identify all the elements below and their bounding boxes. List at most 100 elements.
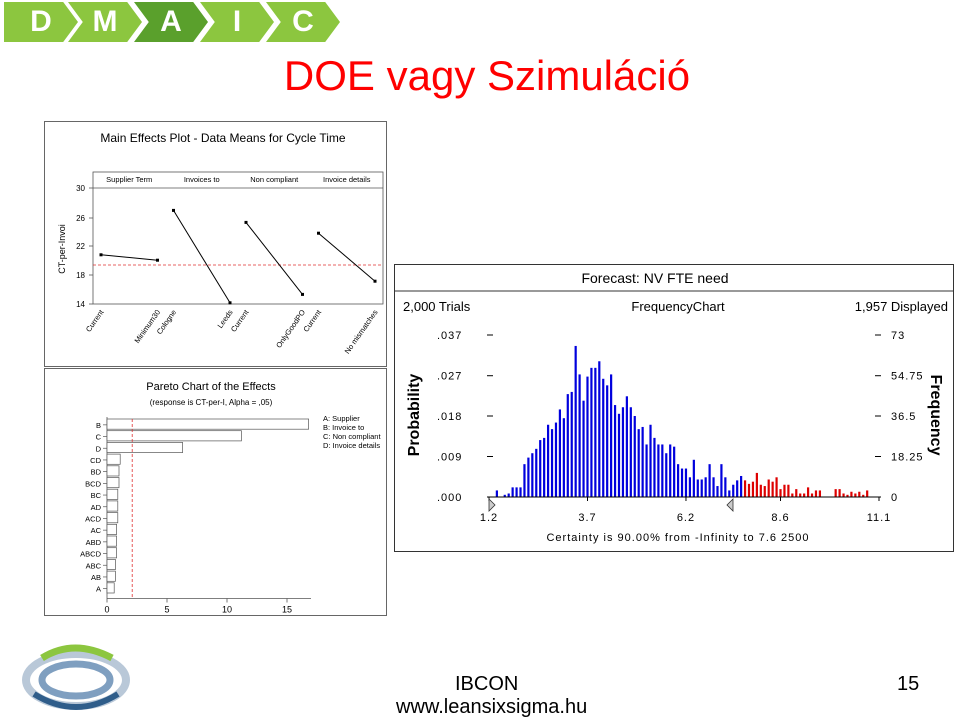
main-effects-panel: Main Effects Plot - Data Means for Cycle… <box>44 121 387 367</box>
dmaic-step-a: A <box>134 2 208 42</box>
pareto-bar <box>106 582 115 594</box>
pareto-bar <box>106 500 119 512</box>
freq-tick-label: 54.75 <box>891 371 924 383</box>
histogram-bar <box>854 493 857 497</box>
histogram-bar <box>862 494 865 497</box>
pareto-category-label: B <box>96 421 101 430</box>
pareto-bar <box>106 477 120 489</box>
histogram-bar <box>535 448 538 497</box>
forecast-xtick-label: 3.7 <box>578 512 596 524</box>
pareto-bar <box>106 535 117 547</box>
histogram-bar <box>696 479 699 497</box>
histogram-bar <box>649 424 652 497</box>
dmaic-step-c: C <box>266 2 340 42</box>
me-point <box>317 231 320 235</box>
dmaic-steps: D M A I C <box>0 0 345 44</box>
histogram-bar <box>527 457 530 497</box>
page-number: 15 <box>897 673 920 695</box>
histogram-bar <box>771 481 774 497</box>
pareto-category-label: CD <box>90 456 101 465</box>
histogram-bar <box>554 422 558 497</box>
pareto-category-label: BC <box>91 491 102 500</box>
histogram-bar <box>566 394 569 497</box>
pareto-xtick-label: 15 <box>282 605 292 615</box>
me-level-label: Current <box>301 307 323 333</box>
freq-tick-label: 0 <box>891 492 898 504</box>
histogram-bar <box>814 490 818 497</box>
histogram-bar <box>759 484 762 497</box>
histogram-bar <box>866 490 869 497</box>
me-series-line <box>245 222 303 295</box>
pareto-category-label: ABD <box>86 538 102 547</box>
histogram-bar <box>539 440 542 497</box>
histogram-bar <box>546 424 550 497</box>
me-point <box>99 253 103 257</box>
histogram-bar <box>511 487 514 497</box>
histogram-bar <box>787 484 790 497</box>
pareto-category-label: AB <box>91 573 101 582</box>
pareto-legend-item: B: Invoice to <box>323 423 364 432</box>
histogram-bar <box>842 493 845 497</box>
histogram-bar <box>795 489 798 497</box>
dmaic-step-d: D <box>4 2 78 42</box>
histogram-bar <box>629 407 632 497</box>
certainty-text: Certainty is 90.00% from -Infinity to 7.… <box>546 532 809 544</box>
main-effects-plot-frame <box>92 171 384 305</box>
pareto-bar <box>106 570 116 582</box>
histogram-bar <box>728 490 731 497</box>
forecast-title: Forecast: NV FTE need <box>581 270 728 286</box>
pareto-category-label: ABC <box>86 561 102 570</box>
me-point <box>244 220 248 224</box>
forecast-trials: 2,000 Trials <box>403 299 471 314</box>
me-ytick-label: 26 <box>76 214 85 223</box>
forecast-xtick-label: 11.1 <box>867 512 892 524</box>
prob-tick-label: .037 <box>437 330 462 342</box>
histogram-bar <box>507 493 510 497</box>
histogram-bar <box>700 479 703 497</box>
pareto-category-label: A <box>96 585 101 594</box>
me-factor-label: Supplier Term <box>106 175 152 184</box>
histogram-bar <box>657 444 660 497</box>
logo-ring-inner <box>38 660 114 700</box>
histogram-bar <box>858 491 861 497</box>
logo-swoosh-green <box>40 644 114 662</box>
histogram-bar <box>673 446 676 497</box>
prob-tick-label: .018 <box>437 411 462 423</box>
histogram-bar <box>645 444 648 497</box>
histogram-bar <box>708 464 711 497</box>
me-ytick-label: 22 <box>76 242 85 251</box>
footer-company: IBCON <box>455 673 519 695</box>
pareto-category-label: BD <box>91 468 102 477</box>
forecast-xtick-label: 6.2 <box>677 512 695 524</box>
histogram-bar <box>732 484 735 497</box>
pareto-bar <box>106 453 121 465</box>
histogram-bar <box>594 367 597 497</box>
dmaic-step-i: I <box>200 2 274 42</box>
pareto-bar <box>106 442 183 453</box>
histogram-bar <box>519 487 522 497</box>
logo-swoosh-blue <box>32 691 120 710</box>
histogram-bar <box>590 367 593 497</box>
left-range-marker <box>488 498 496 512</box>
histogram-bar <box>586 376 589 497</box>
pareto-bar <box>106 488 119 500</box>
forecast-chart-label: FrequencyChart <box>631 299 725 314</box>
histogram-bar <box>621 407 625 497</box>
histogram-bar <box>617 413 621 497</box>
slide-title: DOE vagy Szimuláció <box>283 52 691 99</box>
histogram-bar <box>543 437 546 497</box>
me-ytick-label: 14 <box>76 300 85 309</box>
me-level-label: Current <box>84 307 106 333</box>
me-ytick-label: 18 <box>76 271 85 280</box>
company-logo <box>14 628 138 721</box>
me-factor-label: Invoice details <box>323 175 371 184</box>
forecast-title-bar <box>395 265 953 291</box>
histogram-bar <box>818 490 822 497</box>
histogram-bar <box>755 472 758 497</box>
histogram-bar <box>712 477 715 497</box>
forecast-chart: Forecast: NV FTE need 2,000 Trials Frequ… <box>395 265 953 544</box>
freq-tick-label: 36.5 <box>891 411 916 423</box>
histogram-bar <box>716 486 719 497</box>
me-series-line <box>100 254 158 261</box>
histogram-bar <box>751 481 755 497</box>
